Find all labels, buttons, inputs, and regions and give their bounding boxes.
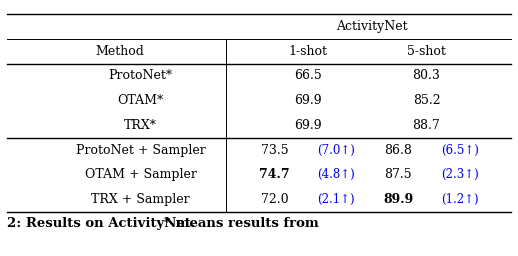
Text: TRX + Sampler: TRX + Sampler xyxy=(91,193,190,206)
Text: OTAM + Sampler: OTAM + Sampler xyxy=(84,168,196,181)
Text: 86.8: 86.8 xyxy=(384,144,412,157)
Text: means results from: means results from xyxy=(171,217,319,230)
Text: 69.9: 69.9 xyxy=(294,119,322,132)
Text: 1-shot: 1-shot xyxy=(289,45,327,58)
Text: Method: Method xyxy=(95,45,145,58)
Text: 73.5: 73.5 xyxy=(261,144,289,157)
Text: 66.5: 66.5 xyxy=(294,69,322,82)
Text: 80.3: 80.3 xyxy=(412,69,440,82)
Text: TRX*: TRX* xyxy=(124,119,157,132)
Text: *: * xyxy=(164,217,170,230)
Text: 87.5: 87.5 xyxy=(384,168,412,181)
Text: (2.1↑): (2.1↑) xyxy=(318,193,355,206)
Text: OTAM*: OTAM* xyxy=(118,94,164,107)
Text: 89.9: 89.9 xyxy=(383,193,413,206)
Text: (7.0↑): (7.0↑) xyxy=(318,144,355,157)
Text: 88.7: 88.7 xyxy=(412,119,440,132)
Text: ProtoNet*: ProtoNet* xyxy=(108,69,172,82)
Text: ProtoNet + Sampler: ProtoNet + Sampler xyxy=(76,144,205,157)
Text: 5-shot: 5-shot xyxy=(407,45,446,58)
Text: (4.8↑): (4.8↑) xyxy=(318,168,355,181)
Text: (2.3↑): (2.3↑) xyxy=(441,168,479,181)
Text: ActivityNet: ActivityNet xyxy=(337,20,408,33)
Text: (6.5↑): (6.5↑) xyxy=(441,144,479,157)
Text: 69.9: 69.9 xyxy=(294,94,322,107)
Text: 85.2: 85.2 xyxy=(413,94,440,107)
Text: (1.2↑): (1.2↑) xyxy=(441,193,479,206)
Text: 72.0: 72.0 xyxy=(261,193,289,206)
Text: 2: Results on ActivityNet.: 2: Results on ActivityNet. xyxy=(7,217,199,230)
Text: 74.7: 74.7 xyxy=(259,168,290,181)
